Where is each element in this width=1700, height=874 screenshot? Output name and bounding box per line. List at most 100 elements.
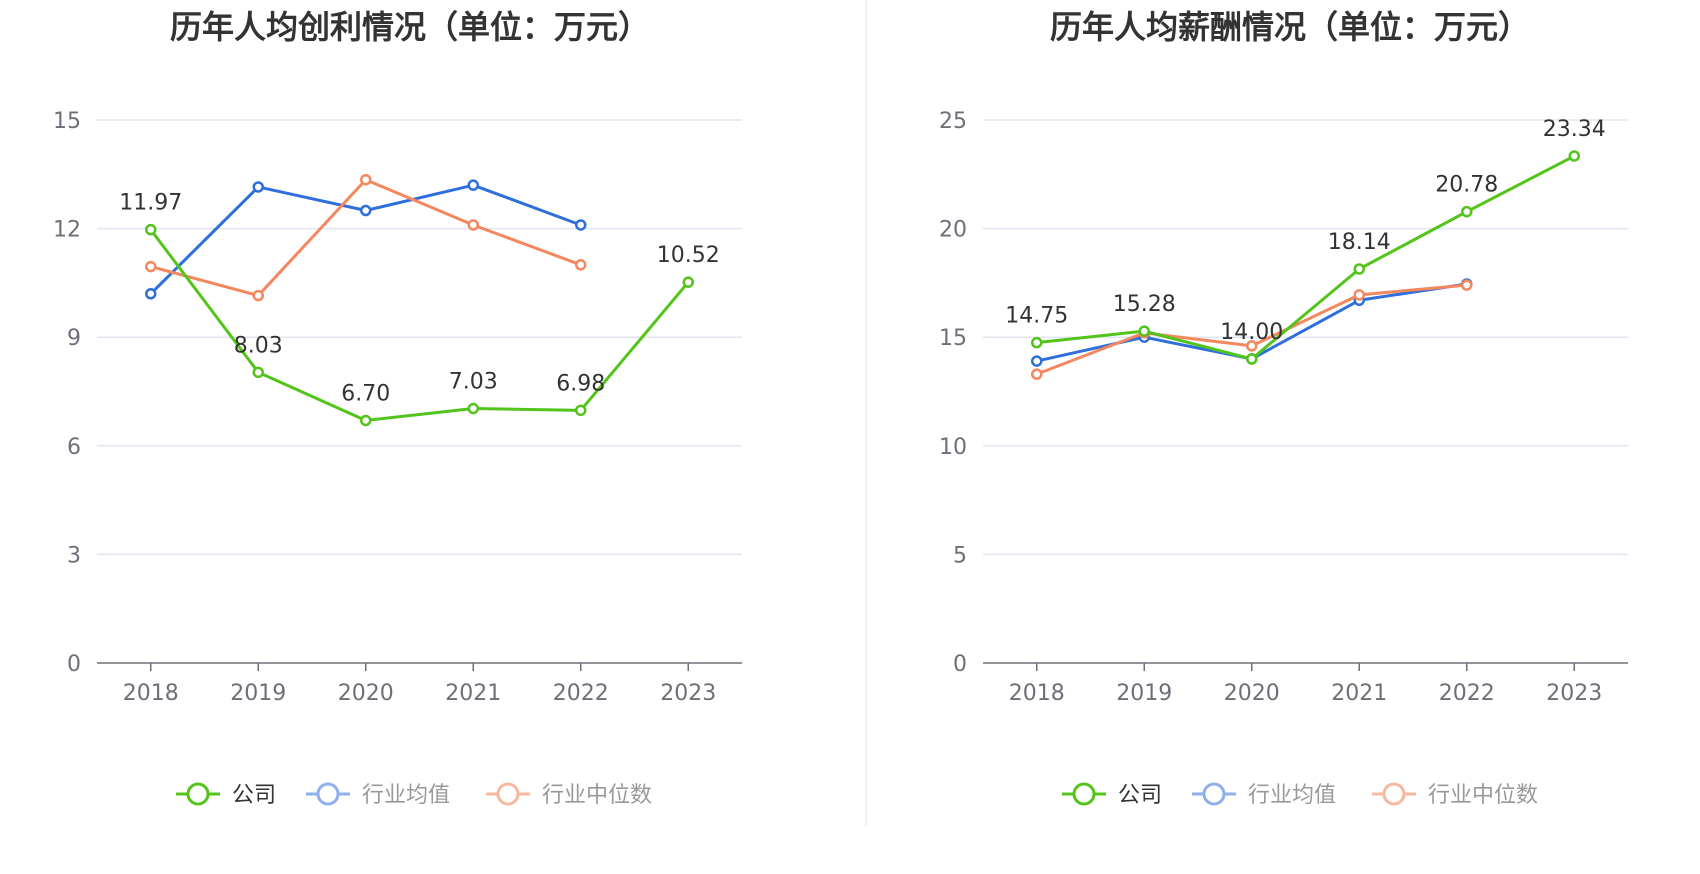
x-tick-label: 2019 (1116, 681, 1172, 706)
legend: 公司 行业均值 行业中位数 (176, 782, 652, 808)
legend-median-marker (496, 782, 520, 806)
data-point[interactable] (682, 276, 694, 288)
legend-item-industry-average[interactable]: 行业均值 (306, 782, 450, 808)
data-point[interactable] (360, 204, 372, 217)
data-point[interactable] (1031, 336, 1043, 349)
data-point[interactable] (1461, 279, 1473, 291)
data-label: 11.97 (119, 191, 182, 216)
x-tick-label: 2020 (1224, 681, 1280, 706)
x-tick-label: 2023 (1546, 681, 1602, 706)
legend-median-label: 行业中位数 (542, 783, 652, 808)
x-tick-label: 2021 (445, 681, 501, 706)
y-tick-label: 5 (953, 543, 967, 568)
data-label: 15.28 (1113, 292, 1176, 317)
series-company (1031, 150, 1580, 365)
series-industry-median-line (150, 178, 582, 298)
y-gridlines (983, 119, 1628, 556)
data-point[interactable] (145, 223, 157, 236)
x-tick-label: 2018 (1009, 681, 1065, 706)
legend-company-label: 公司 (1118, 783, 1162, 808)
legend-item-company[interactable]: 公司 (1062, 782, 1162, 808)
data-label: 8.03 (234, 333, 283, 358)
data-point[interactable] (1246, 340, 1258, 352)
y-tick-label: 3 (67, 543, 81, 568)
data-point[interactable] (467, 219, 479, 231)
series-lines (1031, 150, 1580, 380)
y-tick-label: 0 (953, 652, 967, 677)
data-point[interactable] (1031, 355, 1043, 367)
data-point[interactable] (360, 414, 372, 427)
x-tick-label: 2020 (338, 681, 394, 706)
y-tick-label: 9 (67, 326, 81, 351)
legend-average-label: 行业均值 (362, 783, 450, 808)
legend-company-marker (1072, 782, 1096, 806)
data-point[interactable] (467, 179, 479, 191)
legend-item-industry-average[interactable]: 行业均值 (1192, 782, 1336, 808)
data-point[interactable] (145, 260, 157, 273)
data-point[interactable] (252, 289, 264, 302)
legend-company-marker (186, 782, 210, 806)
data-label: 23.34 (1543, 117, 1606, 142)
data-point[interactable] (1138, 325, 1150, 337)
data-point[interactable] (575, 404, 587, 417)
legend-median-marker (1382, 782, 1406, 806)
y-tick-label: 12 (53, 218, 81, 243)
series-industry-average (145, 179, 587, 300)
y-tick-label: 15 (53, 109, 81, 134)
x-tick-label: 2021 (1331, 681, 1387, 706)
data-label: 7.03 (449, 370, 498, 395)
data-label: 14.00 (1220, 320, 1283, 345)
data-point[interactable] (467, 402, 479, 415)
legend-item-industry-median[interactable]: 行业中位数 (1372, 782, 1538, 808)
data-labels: 14.75 15.28 14.00 18.14 20.78 23.34 (1005, 117, 1605, 345)
data-point[interactable] (1568, 150, 1580, 162)
data-point[interactable] (1246, 353, 1258, 365)
x-tick-label: 2023 (660, 681, 716, 706)
y-gridlines (97, 119, 742, 556)
x-tick-labels: 2018 2019 2020 2021 2022 2023 (123, 681, 717, 706)
data-label: 10.52 (657, 243, 720, 268)
legend-company-label: 公司 (232, 783, 276, 808)
series-industry-median (145, 173, 587, 302)
data-point[interactable] (145, 288, 157, 300)
y-tick-label: 6 (67, 435, 81, 460)
data-point[interactable] (575, 259, 587, 271)
legend: 公司 行业均值 行业中位数 (1062, 782, 1538, 808)
x-tick-label: 2019 (230, 681, 286, 706)
y-tick-label: 25 (939, 109, 967, 134)
x-tick-label: 2022 (553, 681, 609, 706)
data-point[interactable] (252, 366, 264, 379)
x-tick-label: 2022 (1439, 681, 1495, 706)
x-tick-marks (1036, 663, 1575, 671)
data-point[interactable] (1353, 289, 1365, 301)
legend-average-label: 行业均值 (1248, 783, 1336, 808)
data-point[interactable] (1031, 368, 1043, 380)
legend-item-company[interactable]: 公司 (176, 782, 276, 808)
legend-average-marker (316, 782, 340, 806)
data-labels: 11.97 8.03 6.70 7.03 6.98 10.52 (119, 191, 719, 407)
x-tick-label: 2018 (123, 681, 179, 706)
chart-title: 历年人均薪酬情况（单位：万元） (1050, 8, 1530, 46)
data-label: 20.78 (1435, 173, 1498, 198)
data-point[interactable] (252, 181, 264, 193)
data-point[interactable] (1353, 263, 1365, 275)
y-tick-label: 20 (939, 218, 967, 243)
legend-average-marker (1202, 782, 1226, 806)
x-tick-labels: 2018 2019 2020 2021 2022 2023 (1009, 681, 1603, 706)
y-tick-label: 0 (67, 652, 81, 677)
series-lines (145, 173, 694, 427)
data-point[interactable] (575, 219, 587, 231)
data-label: 6.98 (556, 371, 605, 396)
data-point[interactable] (1461, 205, 1473, 218)
y-tick-labels: 0 3 6 9 12 15 (53, 109, 81, 677)
series-company (145, 223, 694, 427)
y-tick-label: 15 (939, 326, 967, 351)
data-point[interactable] (360, 173, 372, 186)
chart-per-capita-profit: 历年人均创利情况（单位：万元） 0 3 6 9 12 15 2018 2019 2020 202… (53, 8, 742, 808)
data-label: 14.75 (1005, 304, 1068, 329)
y-tick-labels: 0 5 10 15 20 25 (939, 109, 967, 677)
legend-item-industry-median[interactable]: 行业中位数 (486, 782, 652, 808)
